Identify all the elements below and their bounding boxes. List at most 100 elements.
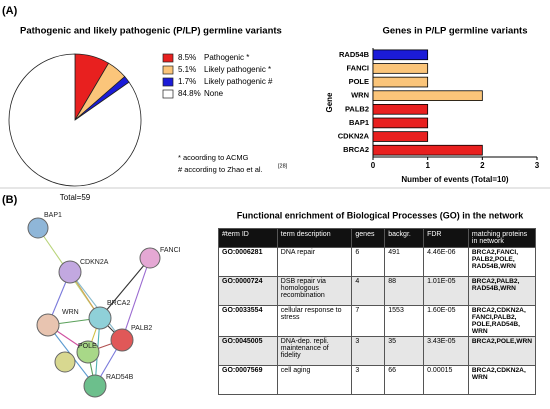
x-tick-label: 3 bbox=[535, 161, 540, 170]
y-tick-label: POLE bbox=[349, 77, 369, 86]
bar bbox=[372, 131, 429, 142]
legend-value: 5.1% bbox=[178, 65, 196, 74]
table-row: GO:0007569 cell aging 3 66 0.00015 BRCA2,CDKN… bbox=[218, 365, 537, 395]
node-label: RAD54B bbox=[106, 374, 134, 381]
edge bbox=[121, 257, 151, 341]
footnote: * acoording to ACMG bbox=[178, 153, 249, 162]
legend-label: Likely pathogenic * bbox=[204, 65, 271, 74]
network: BAP1 CDKN2A FANCI BRCA2 WRN PALB2 POLE R… bbox=[27, 212, 181, 398]
node-label: POLE bbox=[78, 343, 97, 350]
table-cell: DSB repair via homologous recombination bbox=[276, 276, 353, 306]
node-label: WRN bbox=[62, 309, 79, 316]
table-row: GO:0033554 cellular response to stress 7 15… bbox=[218, 305, 537, 337]
y-tick-label: WRN bbox=[351, 91, 369, 100]
table-cell: DNA-dep. repli. maintenance of fidelity bbox=[276, 336, 353, 366]
enrichment-table: #term ID term description genes backgr. FDR m… bbox=[218, 228, 537, 395]
pie-slice bbox=[8, 53, 142, 187]
legend-swatch bbox=[162, 65, 174, 75]
chart-title: Pathogenic and likely pathogenic (P/LP) … bbox=[20, 26, 282, 37]
y-tick-label: CDKN2A bbox=[338, 132, 370, 141]
y-tick-label: PALB2 bbox=[345, 104, 369, 113]
table-title: Functional enrichment of Biological Proc… bbox=[237, 210, 525, 220]
node bbox=[54, 351, 76, 373]
table-cell: GO:0007569 bbox=[218, 365, 278, 395]
table-cell: 7 bbox=[351, 305, 386, 337]
table-cell: BRCA2,PALB2, RAD54B,WRN bbox=[467, 276, 537, 306]
header-cell: FDR bbox=[423, 228, 469, 248]
legend-label: Pathogenic * bbox=[204, 53, 249, 62]
y-tick-label: FANCI bbox=[347, 63, 370, 72]
panel-label: (B) bbox=[2, 194, 18, 206]
x-tick-label: 1 bbox=[425, 161, 430, 170]
table-row: GO:0000724 DSB repair via homologous reco… bbox=[218, 276, 537, 306]
total-label: Total=59 bbox=[60, 193, 91, 202]
node-labels: BAP1 CDKN2A FANCI BRCA2 WRN PALB2 POLE R… bbox=[44, 212, 181, 381]
table-cell: GO:0000724 bbox=[218, 276, 278, 306]
footnote: # according to Zhao et al. bbox=[178, 165, 263, 174]
node bbox=[110, 328, 134, 352]
header-cell: matching proteins in network bbox=[467, 228, 537, 248]
bar bbox=[372, 144, 483, 156]
node bbox=[88, 306, 112, 330]
node-label: FANCI bbox=[160, 247, 181, 254]
x-tick-label: 2 bbox=[480, 161, 485, 170]
header-row: #term ID term description genes backgr. FDR m… bbox=[218, 228, 537, 248]
table-cell: 0.00015 bbox=[423, 365, 469, 395]
y-tick-label: BRCA2 bbox=[343, 145, 369, 154]
bar bbox=[372, 76, 429, 88]
legend-swatch bbox=[162, 89, 174, 99]
bar bbox=[372, 49, 429, 61]
header-cell: backgr. bbox=[384, 228, 425, 248]
table-cell: DNA repair bbox=[276, 247, 353, 277]
table-cell: BRCA2,FANCI, PALB2,POLE, RAD54B,WRN bbox=[467, 247, 537, 277]
node-label: BRCA2 bbox=[107, 300, 130, 307]
x-axis-label: Number of events (Total=10) bbox=[401, 175, 509, 184]
table-cell: 3 bbox=[351, 336, 386, 366]
table-cell: 4 bbox=[351, 276, 386, 306]
legend-swatch bbox=[162, 53, 174, 63]
bar bbox=[372, 63, 429, 74]
table-cell: 1553 bbox=[384, 305, 425, 337]
node-label: BAP1 bbox=[44, 212, 62, 219]
panel-label: (A) bbox=[2, 5, 18, 17]
table-cell: BRCA2,POLE,WRN bbox=[467, 336, 537, 366]
header-cell: genes bbox=[351, 228, 386, 248]
table-cell: BRCA2,CDKN2A, FANCI,PALB2, POLE,RAD54B, … bbox=[467, 305, 537, 337]
node bbox=[27, 217, 49, 239]
node bbox=[36, 313, 60, 337]
node bbox=[58, 260, 82, 284]
y-tick-label: RAD54B bbox=[339, 50, 370, 59]
table-cell: cell aging bbox=[276, 365, 353, 395]
chart-title: Genes in P/LP germline variants bbox=[382, 26, 527, 37]
footnote-ref: [28] bbox=[278, 163, 288, 169]
table-cell: 1.60E-05 bbox=[423, 305, 469, 337]
table-cell: cellular response to stress bbox=[276, 305, 353, 337]
header-cell: term description bbox=[276, 228, 353, 248]
node bbox=[76, 340, 100, 364]
table-cell: 88 bbox=[384, 276, 425, 306]
table-cell: 35 bbox=[384, 336, 425, 366]
table-cell: GO:0045005 bbox=[218, 336, 278, 366]
table-cell: BRCA2,CDKN2A, WRN bbox=[467, 365, 537, 395]
table-cell: 491 bbox=[384, 247, 425, 277]
table-cell: GO:0033554 bbox=[218, 305, 278, 337]
legend-label: Likely pathogenic # bbox=[204, 77, 273, 86]
legend-swatch bbox=[162, 77, 174, 87]
node bbox=[83, 374, 107, 398]
bar bbox=[372, 117, 429, 129]
legend-value: 84.8% bbox=[178, 89, 201, 98]
header-cell: #term ID bbox=[218, 228, 278, 248]
table-cell: 4.46E-06 bbox=[423, 247, 469, 277]
edge bbox=[69, 271, 123, 341]
table-row: GO:0045005 DNA-dep. repli. maintenance of… bbox=[218, 336, 537, 366]
table-cell: 3 bbox=[351, 365, 386, 395]
table-cell: GO:0006281 bbox=[218, 247, 278, 277]
node bbox=[139, 247, 161, 269]
table-cell: 6 bbox=[351, 247, 386, 277]
node-label: PALB2 bbox=[131, 325, 152, 332]
table-cell: 66 bbox=[384, 365, 425, 395]
y-axis-label: Gene bbox=[325, 92, 334, 113]
table-row: GO:0006281 DNA repair 6 491 4.46E-06 BRCA2,FA… bbox=[218, 247, 537, 277]
legend-label: None bbox=[204, 89, 224, 98]
